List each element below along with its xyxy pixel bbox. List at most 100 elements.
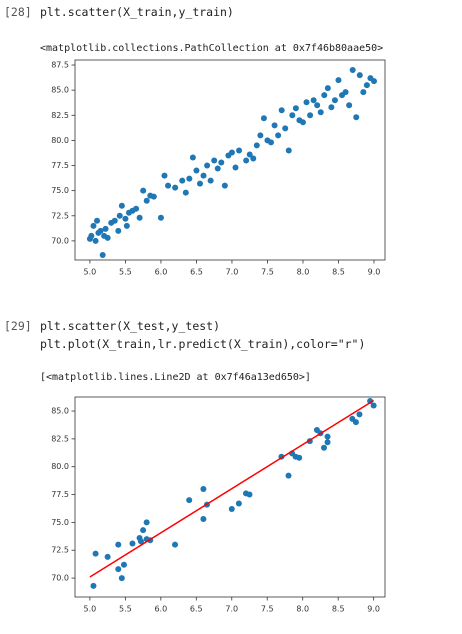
scatter-point [200, 516, 207, 523]
cell-output: [<matplotlib.lines.Line2D at 0x7f46a13ed… [40, 372, 311, 383]
scatter-point [88, 232, 95, 239]
scatter-point [196, 180, 203, 187]
y-tick-label: 85.0 [51, 407, 69, 416]
x-tick-label: 9.0 [367, 605, 380, 614]
x-tick-label: 8.0 [296, 605, 309, 614]
scatter-point [104, 553, 111, 560]
scatter-point [324, 433, 331, 440]
scatter-point [182, 189, 189, 196]
scatter-point [218, 159, 225, 166]
y-tick-label: 80.0 [51, 462, 69, 471]
x-tick-label: 8.5 [332, 605, 345, 614]
scatter-point [204, 162, 211, 169]
scatter-point [118, 575, 125, 582]
scatter-point [189, 154, 196, 161]
scatter-point [282, 125, 289, 132]
scatter-point [310, 97, 317, 104]
y-tick-label: 87.5 [51, 61, 69, 70]
x-tick-label: 7.0 [225, 605, 238, 614]
cell-prompt: [28] [4, 5, 32, 19]
scatter-point [136, 214, 143, 221]
scatter-point [292, 105, 299, 112]
scatter-point [324, 439, 331, 446]
x-tick-label: 7.5 [261, 605, 274, 614]
scatter-point [307, 112, 314, 119]
y-tick-label: 85.0 [51, 86, 69, 95]
scatter-point [150, 193, 157, 200]
y-tick-label: 70.0 [51, 236, 69, 245]
scatter-point [186, 497, 193, 504]
scatter-point [120, 561, 127, 568]
scatter-point [370, 402, 377, 409]
y-tick-label: 82.5 [51, 111, 69, 120]
scatter-point [200, 172, 207, 179]
scatter-point [90, 582, 97, 589]
scatter-point [271, 122, 278, 129]
scatter-point [303, 99, 310, 106]
code-line: plt.scatter(X_test,y_test) [40, 319, 220, 333]
scatter-point [94, 217, 101, 224]
scatter-point [314, 102, 321, 109]
scatter-point [370, 78, 377, 85]
scatter-point [143, 197, 150, 204]
scatter-point [92, 237, 99, 244]
scatter-point [123, 222, 130, 229]
scatter-point [324, 85, 331, 92]
scatter-point [268, 139, 275, 146]
scatter-point [104, 234, 111, 241]
scatter-point [321, 92, 328, 99]
scatter-point [232, 164, 239, 171]
axes-frame [74, 59, 386, 261]
cell-prompt: [29] [4, 319, 32, 333]
scatter-point [260, 115, 267, 122]
scatter-point [356, 72, 363, 79]
x-tick-label: 8.5 [332, 268, 345, 277]
scatter-point [349, 67, 356, 74]
scatter-point [133, 205, 140, 212]
scatter-point [214, 165, 221, 172]
scatter-point [317, 109, 324, 116]
scatter-point [228, 149, 235, 156]
scatter-point [129, 540, 136, 547]
scatter-point [356, 411, 363, 418]
scatter-point [236, 147, 243, 154]
x-tick-label: 6.5 [190, 268, 203, 277]
scatter-point [320, 444, 327, 451]
x-tick-label: 5.5 [119, 605, 132, 614]
x-tick-label: 5.0 [84, 605, 97, 614]
scatter-point [299, 119, 306, 126]
x-tick-label: 5.5 [119, 268, 132, 277]
scatter-point [285, 147, 292, 154]
scatter-point [342, 89, 349, 96]
x-tick-label: 6.0 [154, 605, 167, 614]
scatter-point [140, 187, 147, 194]
y-tick-label: 77.5 [51, 490, 69, 499]
axes-frame [74, 396, 386, 598]
scatter-point [115, 541, 122, 548]
scatter-point [235, 500, 242, 507]
scatter-point [278, 107, 285, 114]
y-tick-label: 70.0 [51, 574, 69, 583]
y-tick-label: 80.0 [51, 136, 69, 145]
scatter-point [115, 227, 122, 234]
scatter-point [275, 132, 282, 139]
scatter-point [221, 182, 228, 189]
scatter-point [102, 225, 109, 232]
scatter-point [111, 217, 118, 224]
x-tick-label: 7.0 [226, 268, 239, 277]
x-tick-label: 8.0 [297, 268, 310, 277]
scatter-point [246, 151, 253, 158]
scatter-point [179, 177, 186, 184]
scatter-point [289, 112, 296, 119]
scatter-point [90, 222, 97, 229]
y-tick-label: 82.5 [51, 434, 69, 443]
scatter-point [97, 227, 104, 234]
scatter-point [116, 212, 123, 219]
y-tick-label: 75.0 [51, 518, 69, 527]
scatter-point [172, 184, 179, 191]
scatter-point [296, 454, 303, 461]
scatter-point [243, 157, 250, 164]
